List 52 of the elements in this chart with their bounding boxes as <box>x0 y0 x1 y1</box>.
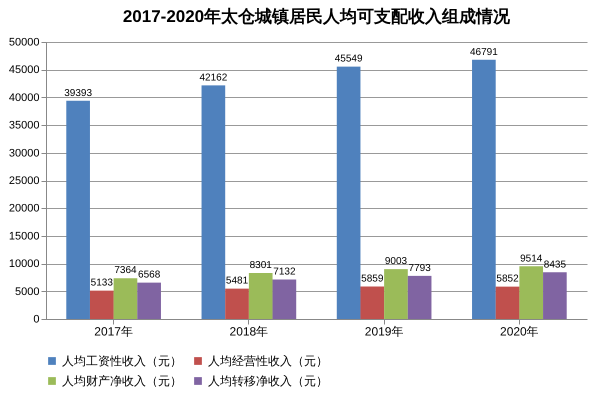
bar <box>248 273 273 319</box>
y-tick-label: 10000 <box>8 258 40 270</box>
y-tick-label: 40000 <box>8 92 40 104</box>
bar <box>408 276 432 319</box>
bar <box>384 269 408 319</box>
bar <box>90 290 114 319</box>
x-tick-label: 2017年 <box>94 324 133 338</box>
data-label: 8435 <box>544 259 566 270</box>
legend-label: 人均财产净收入（元） <box>62 374 182 388</box>
x-tick-label: 2019年 <box>364 324 404 338</box>
chart-title: 2017-2020年太仓城镇居民人均可支配收入组成情况 <box>122 7 512 26</box>
data-label: 46791 <box>470 46 498 58</box>
bar <box>543 272 567 319</box>
data-label: 8301 <box>250 260 272 272</box>
data-label: 7364 <box>114 265 138 276</box>
data-label: 5481 <box>226 276 249 287</box>
y-tick-label: 45000 <box>8 64 40 76</box>
data-label: 5859 <box>361 274 384 285</box>
y-tick-label: 30000 <box>8 147 40 160</box>
legend-label: 人均转移净收入（元） <box>208 374 328 388</box>
data-label: 5852 <box>496 274 520 285</box>
data-label: 5133 <box>90 278 114 289</box>
y-tick-label: 50000 <box>8 36 40 48</box>
bar <box>360 286 384 319</box>
bar <box>272 279 296 319</box>
data-label: 39393 <box>64 88 92 99</box>
legend-label: 人均工资性收入（元） <box>62 354 182 368</box>
x-tick-label: 2020年 <box>500 324 539 338</box>
y-tick-label: 15000 <box>8 230 40 242</box>
x-tick-label: 2018年 <box>230 324 268 338</box>
y-tick-label: 20000 <box>8 202 40 215</box>
data-label: 6568 <box>138 270 161 281</box>
bar <box>336 66 360 319</box>
bar <box>202 85 226 319</box>
bar <box>114 278 138 319</box>
data-label: 9003 <box>384 256 408 268</box>
y-tick-label: 35000 <box>8 120 40 132</box>
data-label: 7132 <box>273 266 296 278</box>
bar <box>472 60 496 319</box>
bar <box>519 266 544 319</box>
y-tick-label: 25000 <box>8 175 40 187</box>
bar <box>66 100 90 319</box>
legend-label: 人均经营性收入（元） <box>208 354 328 368</box>
data-label: 45549 <box>334 54 363 65</box>
bar <box>225 288 249 319</box>
bar <box>137 282 161 319</box>
data-label: 42162 <box>199 72 228 84</box>
y-tick-label: 5000 <box>15 286 40 298</box>
bar <box>496 286 520 319</box>
data-label: 9514 <box>520 253 543 264</box>
y-tick-label: 0 <box>33 314 40 326</box>
data-label: 7793 <box>408 262 432 274</box>
